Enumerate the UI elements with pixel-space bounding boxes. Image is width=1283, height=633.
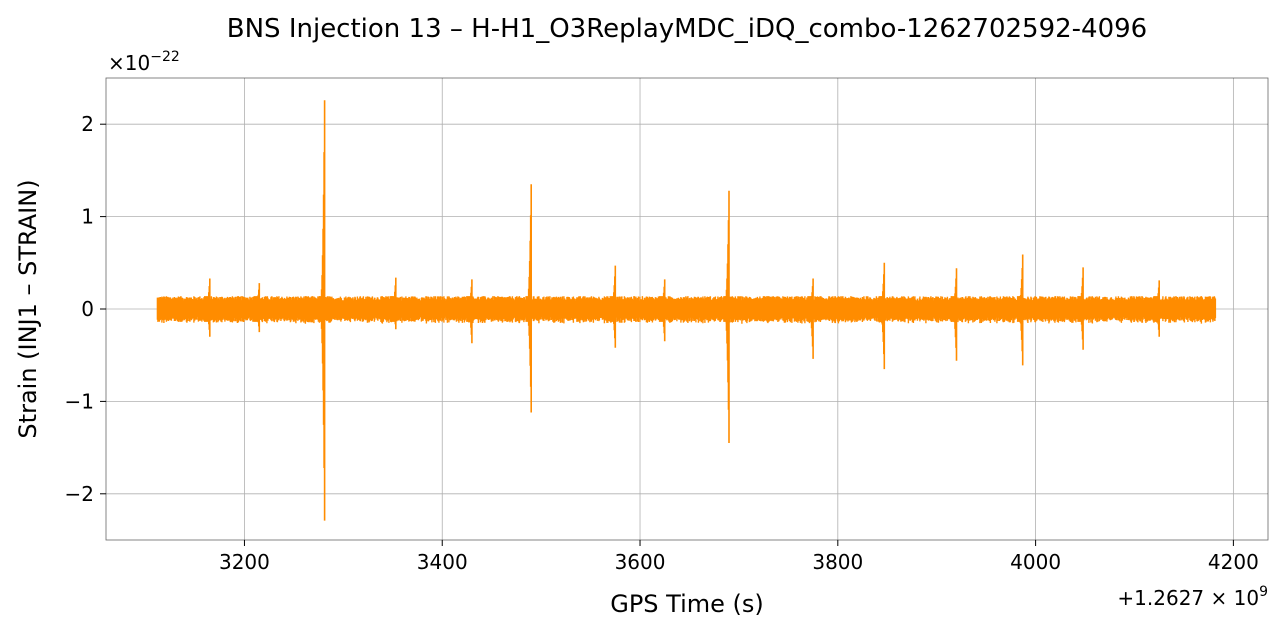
x-tick-label: 4200 — [1208, 550, 1259, 574]
x-tick-label: 3600 — [615, 550, 666, 574]
glitch-spike — [318, 100, 326, 521]
x-tick-label: 3200 — [219, 550, 270, 574]
y-tick-label: −2 — [65, 482, 94, 506]
y-multiplier-base: ×10 — [108, 51, 150, 75]
x-axis-offset: +1.2627 × 109 — [1117, 584, 1268, 610]
chart-title: BNS Injection 13 – H-H1_O3ReplayMDC_iDQ_… — [227, 14, 1147, 44]
glitch-spike — [658, 279, 666, 342]
x-offset-exponent: 9 — [1259, 584, 1268, 600]
glitch-spike — [878, 262, 886, 370]
y-tick-label: 0 — [81, 297, 94, 321]
x-axis-label: GPS Time (s) — [610, 590, 764, 618]
x-tick-label: 4000 — [1010, 550, 1061, 574]
glitch-spike — [950, 268, 958, 361]
glitch-spike — [390, 277, 397, 330]
axis-ticks: 3200 3400 3600 3800 4000 4200 −2 −1 0 1 2 — [65, 112, 1259, 574]
x-tick-label: 3400 — [417, 550, 468, 574]
strain-noise — [156, 296, 1217, 324]
glitch-spike — [807, 278, 814, 359]
y-axis-label: Strain (INJ1 – STRAIN) — [14, 179, 42, 438]
glitch-spike — [466, 279, 473, 344]
glitch-spike — [1077, 267, 1084, 350]
glitch-spike — [723, 190, 730, 443]
glitch-spike — [609, 265, 617, 348]
x-offset-base: +1.2627 — [1117, 586, 1204, 610]
glitch-spike — [253, 283, 261, 333]
y-tick-label: 2 — [81, 112, 94, 136]
y-multiplier-exponent: −22 — [150, 49, 180, 65]
y-tick-label: −1 — [65, 389, 94, 413]
glitch-spike — [1016, 254, 1024, 366]
x-tick-label: 3800 — [812, 550, 863, 574]
y-axis-multiplier: ×10−22 — [108, 49, 180, 75]
glitch-spike — [1153, 280, 1160, 337]
glitch-spike — [525, 184, 532, 413]
data-series — [156, 100, 1217, 521]
glitch-spike — [204, 278, 211, 337]
y-tick-label: 1 — [81, 205, 94, 229]
